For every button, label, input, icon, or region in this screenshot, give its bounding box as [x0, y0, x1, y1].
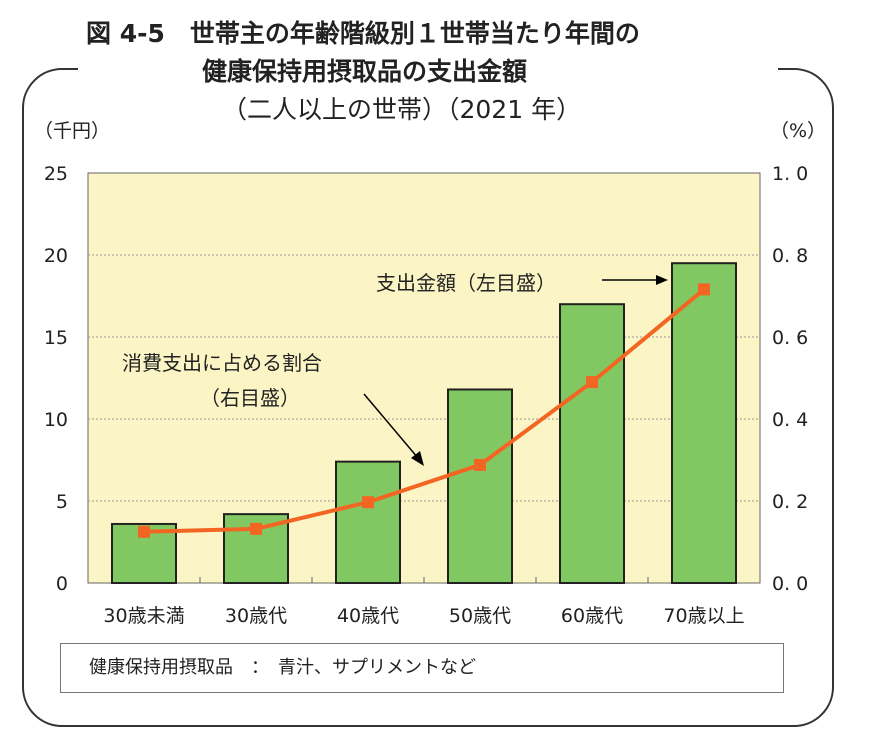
left-tick-label: 25	[44, 163, 68, 185]
title-line1: 図 4-5 世帯主の年齢階級別１世帯当たり年間の	[86, 19, 640, 48]
ratio-point	[362, 496, 374, 509]
left-tick-label: 5	[56, 491, 68, 513]
title-line2: 健康保持用摂取品の支出金額	[202, 57, 528, 86]
bar-annotation: 支出金額（左目盛）	[376, 271, 556, 295]
right-tick-label: 0. 8	[772, 245, 808, 267]
line-annotation: 消費支出に占める割合	[122, 351, 322, 375]
ratio-line	[143, 287, 706, 534]
left-axis-unit: （千円）	[34, 116, 111, 143]
bar	[335, 460, 401, 585]
right-tick-label: 0. 4	[772, 409, 808, 431]
bar	[447, 388, 513, 585]
x-tick-label: 40歳代	[337, 605, 399, 627]
left-tick-label: 10	[44, 409, 68, 431]
x-tick-label: 70歳以上	[663, 605, 744, 627]
bar	[559, 303, 625, 584]
ratio-point	[698, 283, 710, 296]
ratio-point	[250, 522, 262, 535]
ratio-point	[586, 376, 598, 389]
right-tick-label: 0. 6	[772, 327, 808, 349]
left-tick-label: 20	[44, 245, 68, 267]
right-tick-label: 0. 0	[772, 573, 808, 595]
ratio-point	[474, 458, 486, 471]
arrow-head	[411, 451, 424, 466]
footnote: 健康保持用摂取品 ： 青汁、サプリメントなど	[60, 643, 784, 693]
right-tick-label: 0. 2	[772, 491, 808, 513]
left-tick-label: 0	[56, 573, 68, 595]
plot-area	[87, 172, 761, 584]
right-tick-label: 1. 0	[772, 163, 808, 185]
ratio-point	[138, 525, 150, 538]
chart-svg: 0 5 10 15 20 25 0. 0 0. 2 0. 4 0. 6 0. 8 1. 0 30歳未満 3…	[44, 163, 808, 627]
left-tick-label: 15	[44, 327, 68, 349]
right-axis-unit: （%）	[770, 116, 827, 143]
arrow-head	[656, 275, 668, 285]
line-annotation-arrow	[363, 393, 419, 459]
x-tick-label: 60歳代	[561, 605, 623, 627]
title-line3: （二人以上の世帯）（2021 年）	[222, 95, 582, 124]
x-tick-label: 30歳未満	[103, 605, 184, 627]
line-annotation-sub: （右目盛）	[200, 386, 300, 410]
x-tick-label: 50歳代	[449, 605, 511, 627]
x-tick-label: 30歳代	[225, 605, 287, 627]
bar	[671, 262, 737, 584]
